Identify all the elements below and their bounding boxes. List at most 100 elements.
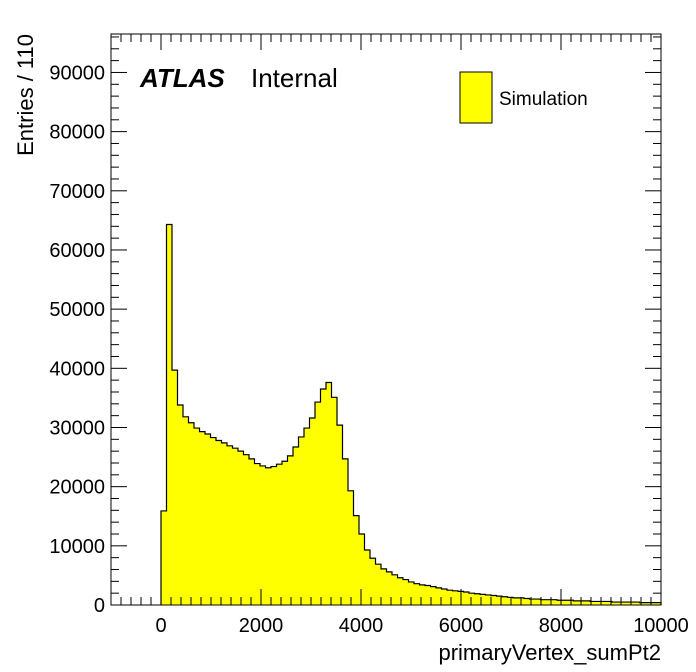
histogram-bin-12 [227,445,233,605]
histogram-bin-5 [188,422,195,605]
histogram-bin-26 [304,428,310,605]
histogram-bin-84 [623,602,629,605]
y-tick-label: 40000 [49,358,105,380]
histogram-bin-32 [337,425,343,605]
histogram-bin-38 [370,558,376,605]
histogram-bin-71 [551,599,558,605]
histogram-bin-60 [491,595,497,605]
histogram-bin-61 [496,596,503,605]
histogram-bin-80 [601,601,607,605]
histogram-bin-68 [535,599,541,605]
x-axis-ticks: 0 2000 4000 6000 8000 10000 [120,34,689,637]
histogram-bin-70 [546,599,552,605]
histogram-bin-89 [650,602,657,605]
histogram-bin-58 [480,594,486,605]
histogram-bin-7 [199,431,206,605]
histogram-bin-20 [271,466,277,605]
histogram-bin-86 [634,602,640,605]
histogram-bin-17 [254,463,261,605]
histogram-bin-41 [386,571,393,605]
histogram-bin-19 [265,467,272,605]
histogram-bin-28 [315,402,321,605]
histogram-bin-18 [260,465,266,605]
histogram-bin-82 [612,602,618,605]
histogram-bin-51 [441,589,448,605]
histogram-bin-0 [161,510,167,605]
histogram-bin-72 [557,600,563,605]
histogram-bin-23 [287,455,294,605]
histogram-bin-44 [403,579,409,605]
y-axis-ticks: 0 10000 20000 30000 40000 50000 60000 70000 8000… [49,36,661,617]
histogram-bin-88 [645,602,651,605]
histogram-bin-22 [282,461,288,605]
histogram-bin-90 [656,602,662,605]
histogram-bin-10 [216,440,222,605]
atlas-status-text: Internal [251,63,338,93]
histogram-bin-13 [232,448,239,605]
histogram-bin-14 [238,451,244,605]
legend-swatch-simulation [459,71,493,124]
histogram-bin-21 [276,464,283,605]
plot-frame [110,33,662,606]
histogram-bin-53 [452,590,459,605]
atlas-logo-text: ATLAS [139,63,225,93]
histogram-bin-11 [221,442,228,605]
histogram-bin-76 [579,600,585,605]
histogram-bin-4 [183,416,189,605]
histogram-bin-66 [524,598,530,605]
y-axis-title: Entries / 110 [13,34,38,156]
y-tick-label: 70000 [49,181,105,203]
x-tick-label: 0 [155,615,166,637]
histogram-bin-37 [364,549,371,605]
histogram-bin-81 [606,601,613,605]
histogram-bin-69 [540,599,547,605]
histogram-bin-8 [205,433,211,605]
histogram-bin-31 [331,397,338,605]
histogram-bin-35 [353,515,360,605]
histogram-bin-40 [381,568,387,605]
x-tick-label: 2000 [239,615,284,637]
histogram-bin-63 [507,597,514,605]
histogram-bin-30 [326,382,332,605]
y-tick-label: 10000 [49,536,105,558]
histogram-bin-77 [584,600,591,605]
atlas-label: ATLAS Internal [139,63,338,93]
x-tick-label: 4000 [339,615,384,637]
y-tick-label: 30000 [49,417,105,439]
y-tick-label: 60000 [49,240,105,262]
histogram-bin-16 [249,458,255,605]
histogram-bin-34 [348,490,354,605]
y-tick-label: 80000 [49,122,105,144]
histogram-bin-9 [210,437,217,605]
legend-label-simulation: Simulation [499,89,588,110]
histogram-bin-39 [375,564,382,605]
histogram-bin-64 [513,597,519,605]
y-tick-label: 90000 [49,62,105,84]
histogram-bin-1 [166,224,173,605]
histogram-bin-73 [562,600,569,605]
histogram-bin-43 [397,577,404,605]
histogram-bin-67 [529,599,536,605]
histogram-bin-75 [573,600,580,605]
x-axis-title: primaryVertex_sumPt2 [438,640,661,665]
x-tick-label: 8000 [539,615,584,637]
histogram-bin-42 [392,574,398,605]
histogram-bin-49 [430,586,437,605]
y-tick-label: 20000 [49,477,105,499]
histogram-bin-50 [436,587,442,605]
histogram-bin-55 [463,591,470,605]
histogram-bin-47 [419,584,426,605]
histogram-bin-2 [172,370,178,605]
histogram-bin-56 [469,593,475,605]
histogram-bin-46 [414,583,420,605]
y-tick-label: 50000 [49,299,105,321]
histogram-bin-87 [639,602,646,605]
histogram-bin-52 [447,590,453,605]
histogram-bars [161,224,662,605]
histogram-bin-33 [342,458,349,605]
histogram-bin-45 [408,581,415,605]
histogram-bin-59 [485,594,492,605]
histogram-bin-78 [590,601,596,605]
